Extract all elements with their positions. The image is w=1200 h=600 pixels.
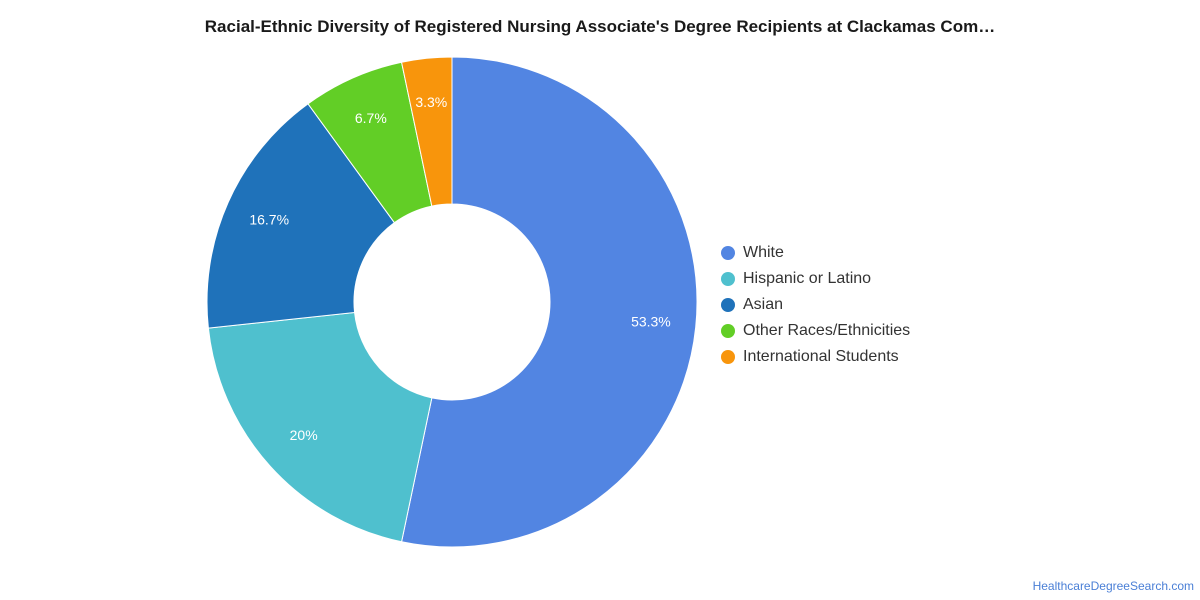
legend-item[interactable]: Hispanic or Latino (721, 266, 910, 292)
legend-swatch (721, 324, 735, 338)
legend-swatch (721, 246, 735, 260)
slice-value-label: 53.3% (631, 313, 671, 329)
slice-value-label: 20% (290, 427, 318, 443)
legend-label: White (743, 244, 784, 261)
chart-legend: White Hispanic or Latino Asian Other Races/… (721, 240, 910, 370)
legend-swatch (721, 350, 735, 364)
legend-swatch (721, 272, 735, 286)
slice-value-label: 6.7% (355, 110, 387, 126)
legend-item[interactable]: White (721, 240, 910, 266)
slice-white[interactable] (400, 56, 698, 548)
legend-swatch (721, 298, 735, 312)
legend-label: Hispanic or Latino (743, 270, 872, 287)
slice-international-students[interactable] (400, 56, 453, 207)
legend-item[interactable]: International Students (721, 344, 910, 370)
legend-item[interactable]: Asian (721, 292, 910, 318)
slice-value-label: 3.3% (415, 94, 447, 110)
legend-label: International Students (743, 348, 899, 365)
slice-hispanic-or-latino[interactable] (207, 311, 433, 543)
legend-label: Other Races/Ethnicities (743, 322, 911, 339)
slice-value-label: 16.7% (249, 212, 289, 228)
legend-label: Asian (743, 296, 784, 313)
slice-asian[interactable] (206, 103, 396, 329)
legend-item[interactable]: Other Races/Ethnicities (721, 318, 910, 344)
site-watermark[interactable]: HealthcareDegreeSearch.com (1032, 579, 1194, 593)
chart-title: Racial-Ethnic Diversity of Registered Nu… (204, 17, 996, 36)
